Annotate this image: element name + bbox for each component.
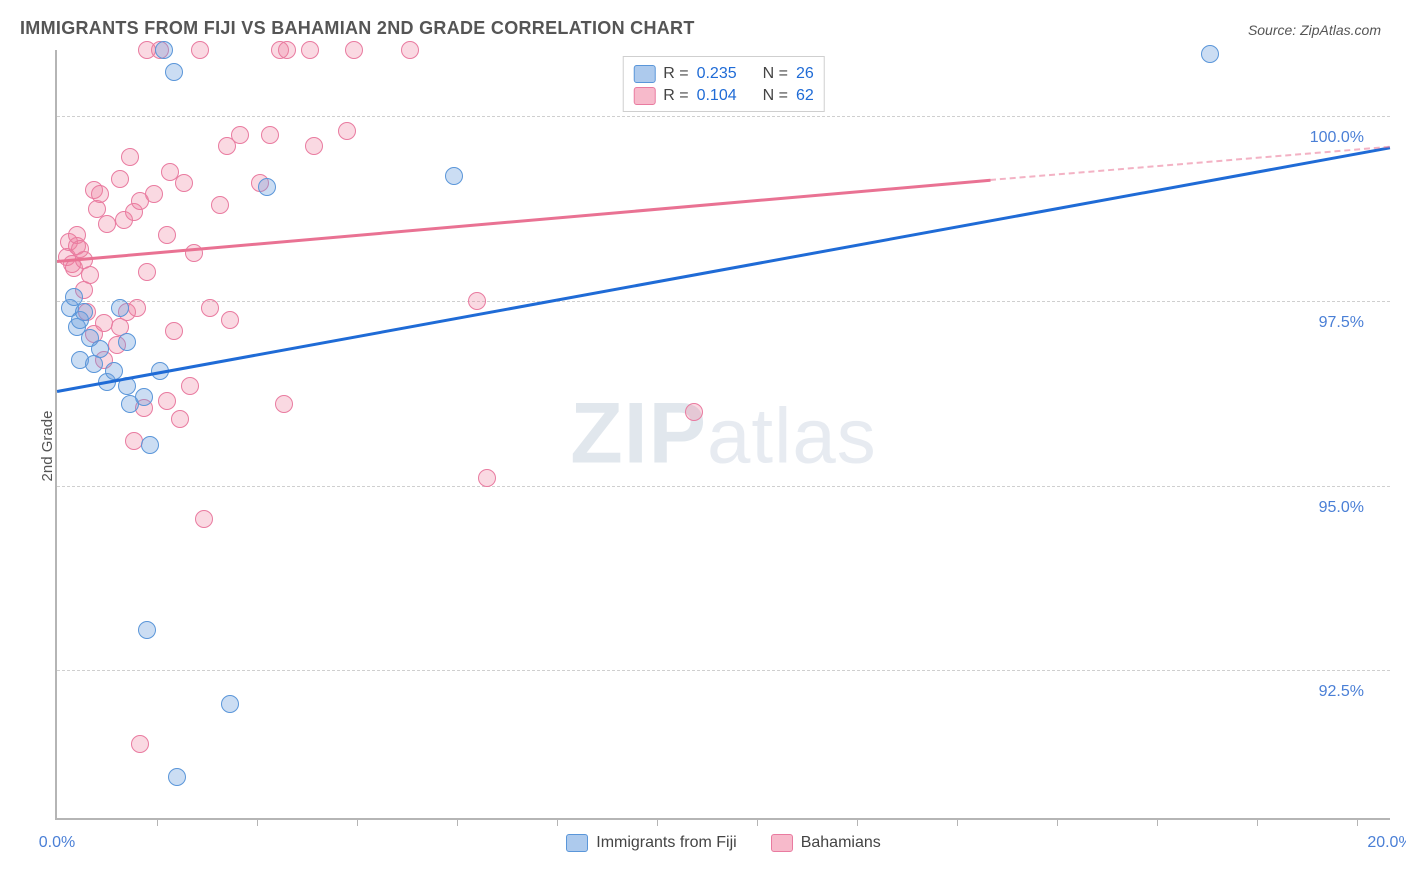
scatter-point-blue	[155, 41, 173, 59]
scatter-point-blue	[138, 621, 156, 639]
scatter-point-pink	[261, 126, 279, 144]
scatter-point-blue	[221, 695, 239, 713]
scatter-point-pink	[121, 148, 139, 166]
legend-top: R = 0.235 N = 26 R = 0.104 N = 62	[622, 56, 825, 112]
scatter-point-blue	[141, 436, 159, 454]
chart-title: IMMIGRANTS FROM FIJI VS BAHAMIAN 2ND GRA…	[20, 18, 695, 39]
scatter-point-pink	[231, 126, 249, 144]
legend-swatch	[633, 65, 655, 83]
xtick	[557, 818, 558, 826]
ytick-label: 100.0%	[1310, 129, 1364, 147]
scatter-point-pink	[158, 392, 176, 410]
scatter-point-pink	[468, 292, 486, 310]
scatter-point-pink	[81, 266, 99, 284]
xtick	[757, 818, 758, 826]
legend-n-label: N =	[763, 65, 788, 83]
legend-series-label: Immigrants from Fiji	[596, 834, 736, 852]
scatter-point-pink	[345, 41, 363, 59]
legend-n-label: N =	[763, 87, 788, 105]
xtick	[1357, 818, 1358, 826]
scatter-point-pink	[125, 432, 143, 450]
scatter-point-blue	[135, 388, 153, 406]
scatter-point-pink	[301, 41, 319, 59]
scatter-point-blue	[258, 178, 276, 196]
y-axis-label: 2nd Grade	[39, 411, 56, 482]
legend-bottom: Immigrants from Fiji Bahamians	[57, 834, 1390, 852]
scatter-point-pink	[211, 196, 229, 214]
scatter-point-pink	[95, 314, 113, 332]
scatter-point-blue	[91, 340, 109, 358]
legend-bottom-item-pink: Bahamians	[771, 834, 881, 852]
gridline-h	[57, 486, 1390, 487]
ytick-label: 97.5%	[1319, 314, 1364, 332]
scatter-point-pink	[195, 510, 213, 528]
legend-row-blue: R = 0.235 N = 26	[631, 63, 816, 85]
legend-bottom-item-blue: Immigrants from Fiji	[566, 834, 736, 852]
legend-r-label: R =	[663, 87, 688, 105]
scatter-point-pink	[158, 226, 176, 244]
scatter-point-blue	[111, 299, 129, 317]
xtick	[1157, 818, 1158, 826]
ytick-label: 95.0%	[1319, 499, 1364, 517]
legend-series-label: Bahamians	[801, 834, 881, 852]
scatter-point-pink	[275, 395, 293, 413]
legend-swatch	[566, 834, 588, 852]
scatter-point-pink	[145, 185, 163, 203]
xtick	[857, 818, 858, 826]
scatter-point-blue	[165, 63, 183, 81]
scatter-point-blue	[118, 333, 136, 351]
xtick	[157, 818, 158, 826]
legend-swatch	[633, 87, 655, 105]
scatter-point-pink	[175, 174, 193, 192]
scatter-point-pink	[128, 299, 146, 317]
xtick	[657, 818, 658, 826]
regression-line-pink-dash	[990, 146, 1390, 181]
scatter-point-pink	[171, 410, 189, 428]
scatter-point-pink	[138, 263, 156, 281]
source-label: Source: ZipAtlas.com	[1248, 22, 1381, 38]
scatter-point-pink	[98, 215, 116, 233]
scatter-point-pink	[91, 185, 109, 203]
legend-r-label: R =	[663, 65, 688, 83]
scatter-point-pink	[165, 322, 183, 340]
legend-n-value: 62	[796, 87, 814, 105]
xtick	[257, 818, 258, 826]
watermark: ZIPatlas	[570, 385, 877, 484]
scatter-point-blue	[75, 303, 93, 321]
scatter-point-pink	[201, 299, 219, 317]
gridline-h	[57, 301, 1390, 302]
xtick	[957, 818, 958, 826]
scatter-point-pink	[191, 41, 209, 59]
scatter-point-pink	[338, 122, 356, 140]
xtick	[357, 818, 358, 826]
legend-r-value: 0.235	[697, 65, 737, 83]
gridline-h	[57, 670, 1390, 671]
ytick-label: 92.5%	[1319, 683, 1364, 701]
scatter-point-pink	[131, 735, 149, 753]
scatter-point-pink	[111, 170, 129, 188]
scatter-point-pink	[181, 377, 199, 395]
xtick	[457, 818, 458, 826]
scatter-point-pink	[401, 41, 419, 59]
xtick	[1057, 818, 1058, 826]
legend-swatch	[771, 834, 793, 852]
scatter-point-pink	[221, 311, 239, 329]
scatter-point-pink	[305, 137, 323, 155]
chart-container: IMMIGRANTS FROM FIJI VS BAHAMIAN 2ND GRA…	[0, 0, 1406, 892]
scatter-point-pink	[278, 41, 296, 59]
legend-row-pink: R = 0.104 N = 62	[631, 85, 816, 107]
scatter-point-blue	[168, 768, 186, 786]
plot-area: ZIPatlas 92.5%95.0%97.5%100.0%0.0%20.0%R…	[55, 50, 1390, 820]
gridline-h	[57, 116, 1390, 117]
legend-r-value: 0.104	[697, 87, 737, 105]
scatter-point-pink	[478, 469, 496, 487]
scatter-point-blue	[1201, 45, 1219, 63]
scatter-point-pink	[685, 403, 703, 421]
legend-n-value: 26	[796, 65, 814, 83]
xtick	[1257, 818, 1258, 826]
scatter-point-blue	[445, 167, 463, 185]
